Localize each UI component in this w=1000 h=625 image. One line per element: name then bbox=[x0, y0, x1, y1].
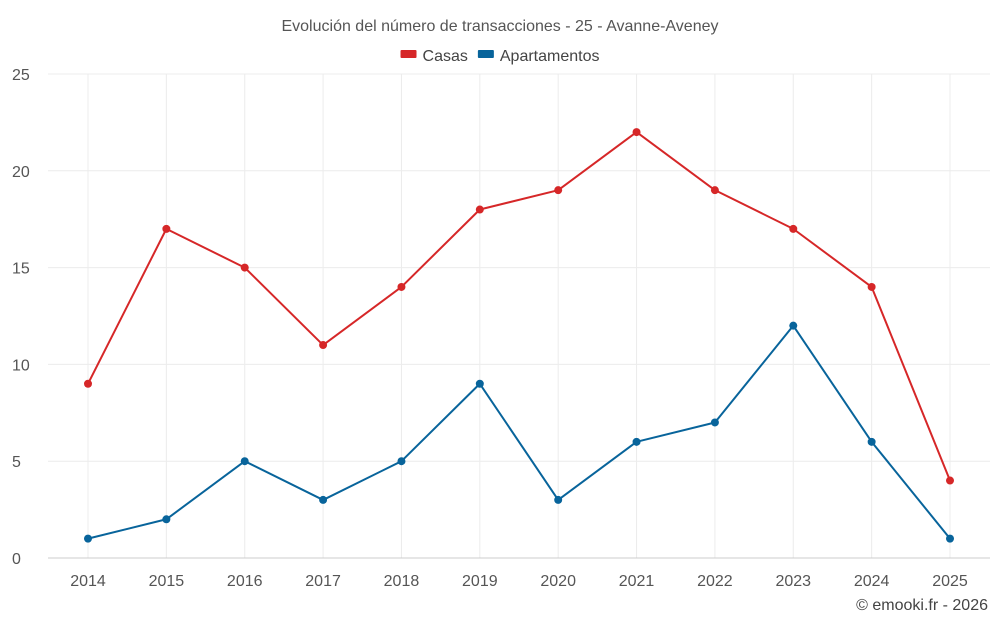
legend-label: Apartamentos bbox=[500, 48, 600, 65]
chart-title: Evolución del número de transacciones - … bbox=[281, 18, 718, 35]
data-point bbox=[554, 495, 563, 504]
x-tick-label: 2020 bbox=[540, 573, 576, 590]
y-tick-label: 5 bbox=[12, 454, 21, 471]
x-tick-label: 2022 bbox=[697, 573, 733, 590]
legend-swatch bbox=[477, 50, 494, 58]
x-axis: 2014 2015 2016 2017 2018 2019 2020 2021 2022 2023… bbox=[70, 573, 968, 590]
x-tick-label: 2021 bbox=[619, 573, 655, 590]
data-point bbox=[162, 515, 171, 524]
legend-label: Casas bbox=[423, 48, 468, 65]
series-line bbox=[87, 324, 951, 540]
x-tick-label: 2017 bbox=[305, 573, 341, 590]
data-point bbox=[867, 282, 876, 291]
x-tick-label: 2023 bbox=[775, 573, 811, 590]
data-point bbox=[84, 534, 92, 543]
x-tick-label: 2019 bbox=[462, 573, 498, 590]
series-apartamentos bbox=[84, 321, 954, 543]
legend-swatch bbox=[400, 50, 417, 58]
series-casas bbox=[84, 128, 954, 485]
data-point bbox=[319, 341, 328, 350]
y-tick-label: 10 bbox=[12, 357, 30, 374]
data-point bbox=[475, 205, 484, 214]
data-point bbox=[240, 263, 249, 272]
legend-item-apartamentos: Apartamentos bbox=[477, 48, 600, 65]
y-tick-label: 20 bbox=[12, 164, 30, 181]
data-point bbox=[946, 534, 954, 543]
data-point bbox=[554, 186, 563, 195]
data-point bbox=[946, 476, 954, 485]
data-point bbox=[475, 379, 484, 388]
data-point bbox=[162, 224, 171, 233]
y-tick-label: 0 bbox=[12, 551, 21, 568]
data-point bbox=[84, 379, 92, 388]
x-tick-label: 2014 bbox=[70, 573, 106, 590]
data-point bbox=[397, 457, 406, 466]
data-point bbox=[710, 186, 719, 195]
data-point bbox=[397, 282, 406, 291]
legend-item-casas: Casas bbox=[400, 48, 468, 65]
chart-credit: © emooki.fr - 2026 bbox=[856, 597, 988, 614]
data-point bbox=[867, 437, 876, 446]
grid bbox=[48, 73, 990, 559]
data-point bbox=[240, 457, 249, 466]
series-line bbox=[87, 131, 951, 481]
series-layer bbox=[84, 128, 954, 543]
data-point bbox=[319, 495, 328, 504]
x-tick-label: 2024 bbox=[854, 573, 890, 590]
legend: Casas Apartamentos bbox=[400, 48, 600, 65]
data-point bbox=[789, 224, 798, 233]
x-tick-label: 2025 bbox=[932, 573, 968, 590]
x-tick-label: 2018 bbox=[384, 573, 420, 590]
x-tick-label: 2016 bbox=[227, 573, 263, 590]
y-axis: 0 5 10 15 20 25 bbox=[12, 67, 30, 568]
x-tick-label: 2015 bbox=[149, 573, 185, 590]
y-tick-label: 15 bbox=[12, 261, 30, 278]
data-point bbox=[789, 321, 798, 330]
data-point bbox=[632, 437, 641, 446]
data-point bbox=[632, 128, 641, 137]
data-point bbox=[710, 418, 719, 427]
y-tick-label: 25 bbox=[12, 67, 30, 84]
